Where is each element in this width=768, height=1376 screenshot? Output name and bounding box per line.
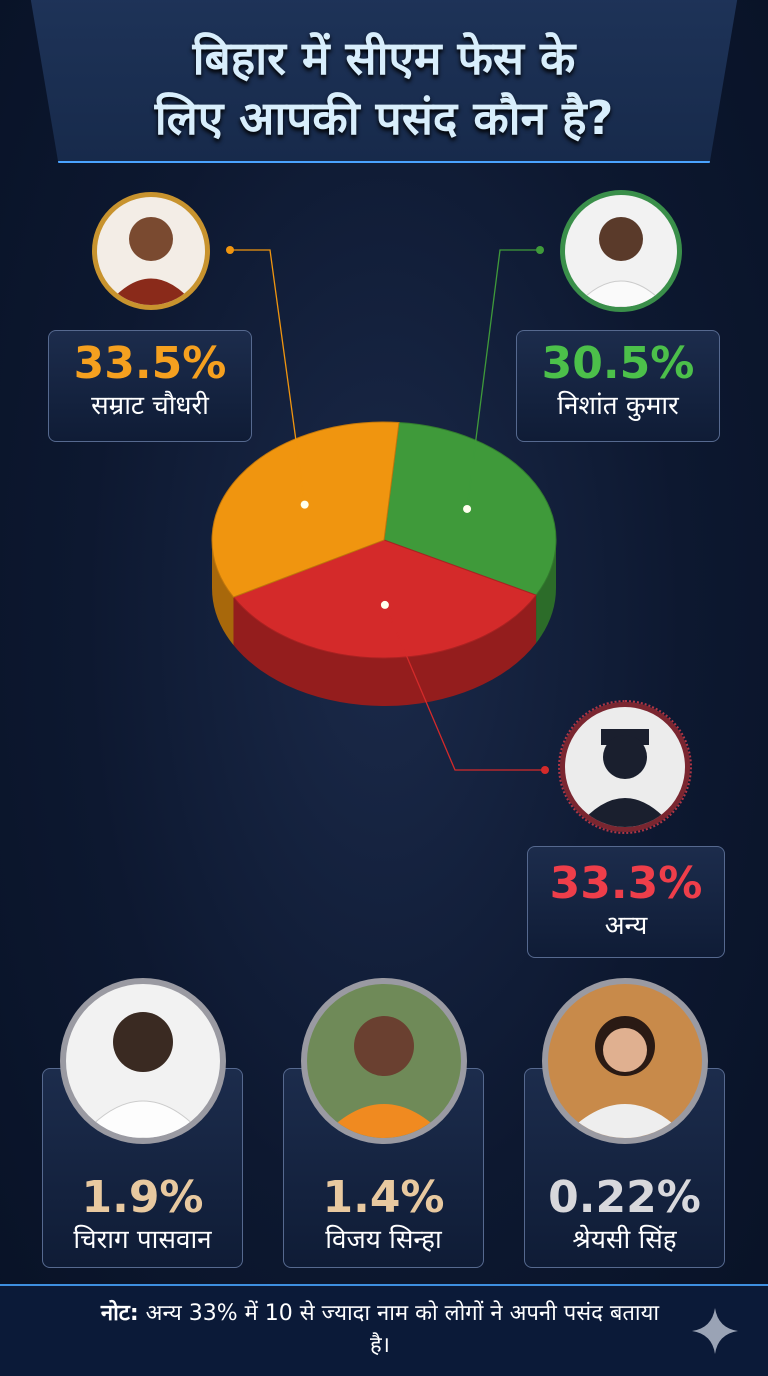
- pie-side-2: [233, 595, 537, 706]
- name-chirag: चिराग पासवान: [73, 1225, 212, 1255]
- card-anya: 33.3% अन्य: [527, 846, 725, 958]
- person-icon: [321, 1016, 447, 1138]
- name-anya: अन्य: [604, 911, 648, 941]
- pie-side-1: [536, 540, 556, 644]
- footer-note: नोट: अन्य 33% में 10 से ज्यादा नाम को लो…: [90, 1298, 670, 1362]
- name-shreyasi: श्रेयसी सिंह: [572, 1225, 677, 1255]
- photo-nishant-kumar: [560, 190, 682, 312]
- silhouette-icon: [577, 729, 673, 827]
- person-icon: [574, 217, 668, 307]
- name-samrat: सम्राट चौधरी: [91, 391, 209, 421]
- photo-vijay-sinha: [301, 978, 467, 1144]
- pie-side-0: [212, 540, 234, 646]
- person-icon: [107, 217, 195, 305]
- leader-dot-1: [463, 504, 472, 513]
- note-text: अन्य 33% में 10 से ज्यादा नाम को लोगों न…: [138, 1301, 660, 1358]
- pct-chirag: 1.9%: [81, 1172, 204, 1223]
- title-line-1: बिहार में सीएम फेस के: [192, 31, 576, 85]
- pie-slice-33.3%: [232, 539, 537, 659]
- leader-end-dot-1: [536, 246, 544, 254]
- footer: नोट: अन्य 33% में 10 से ज्यादा नाम को लो…: [0, 1284, 768, 1376]
- photo-samrat-choudhary: [92, 192, 210, 310]
- name-vijay: विजय सिन्हा: [325, 1225, 442, 1255]
- note-label: नोट:: [100, 1301, 139, 1326]
- leader-line-2: [384, 604, 545, 771]
- name-nishant: निशांत कुमार: [557, 391, 679, 421]
- photo-shreyasi-singh: [542, 978, 708, 1144]
- card-samrat: 33.5% सम्राट चौधरी: [48, 330, 252, 442]
- leader-end-dot-2: [541, 766, 549, 774]
- pct-anya: 33.3%: [549, 858, 703, 909]
- leader-line-1: [466, 249, 540, 510]
- pct-nishant: 30.5%: [541, 338, 695, 389]
- leader-end-dot-0: [226, 246, 234, 254]
- person-icon: [562, 1016, 688, 1138]
- photo-anya-silhouette: [558, 700, 692, 834]
- person-icon: [79, 1012, 207, 1138]
- card-nishant: 30.5% निशांत कुमार: [516, 330, 720, 442]
- title-panel: [30, 0, 738, 163]
- page-title: बिहार में सीएम फेस के लिए आपकी पसंद कौन …: [0, 28, 768, 148]
- sparkle-icon: [692, 1308, 738, 1354]
- photo-chirag-paswan: [60, 978, 226, 1144]
- pct-shreyasi: 0.22%: [548, 1172, 701, 1223]
- pie-slice-33.5%: [211, 421, 400, 598]
- pct-samrat: 33.5%: [73, 338, 227, 389]
- pct-vijay: 1.4%: [322, 1172, 445, 1223]
- leader-line-0: [230, 249, 306, 505]
- leader-dot-2: [380, 600, 389, 609]
- title-line-2: लिए आपकी पसंद कौन है?: [154, 91, 614, 145]
- leader-dot-0: [300, 500, 309, 509]
